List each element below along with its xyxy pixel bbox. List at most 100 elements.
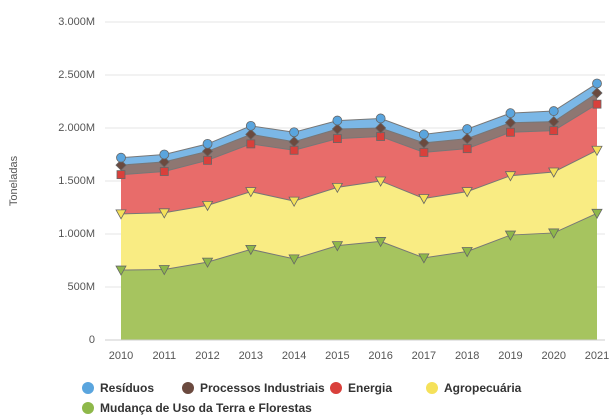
marker [158,265,170,276]
y-tick-label: 2.000M [58,122,95,134]
legend-marker [426,382,438,394]
marker [115,265,127,276]
marker [159,167,169,176]
marker [504,117,517,129]
marker [504,171,517,182]
marker [374,237,387,248]
marker [245,120,256,131]
marker [548,228,560,239]
x-tick-label: 2016 [368,350,392,362]
line [120,149,598,215]
y-axis-label: Toneladas [8,155,20,206]
marker [116,152,126,163]
marker [418,253,430,264]
marker [201,145,214,157]
marker [158,208,170,219]
marker [289,145,299,155]
marker [332,115,343,126]
marker [504,230,517,241]
marker [374,176,387,187]
legend-label: Energia [348,381,392,395]
marker [591,87,603,99]
line [120,103,598,176]
marker [246,139,256,149]
line [120,92,598,166]
area [121,213,597,340]
marker [332,134,342,144]
marker [331,182,344,194]
marker [245,187,257,198]
x-tick-label: 2017 [412,350,436,362]
line [120,83,598,159]
legend: Resíduos Processos Industriais Energia Agro… [82,381,522,415]
marker [159,149,170,160]
marker [203,155,212,165]
marker [289,127,299,138]
marker [419,147,429,157]
legend-label: Agropecuária [444,381,522,395]
marker [461,187,473,198]
y-tick-label: 1.000M [58,228,95,240]
marker [288,254,300,265]
x-tick-label: 2019 [498,350,522,362]
marker [548,116,560,128]
legend-marker [182,382,194,394]
marker [115,209,127,220]
marker [591,208,603,220]
x-tick-label: 2012 [195,350,219,362]
marker [288,136,300,148]
area [121,150,597,271]
marker [115,159,127,171]
marker [288,196,300,207]
marker [201,200,214,212]
marker [375,113,386,124]
legend-marker [82,402,94,414]
x-tick-label: 2015 [325,350,349,362]
legend-label: Resíduos [100,381,154,395]
y-tick-label: 1.500M [58,175,95,187]
marker [202,138,213,149]
line [120,212,598,271]
marker [549,126,559,136]
marker [158,156,170,168]
marker [505,108,516,119]
marker [548,167,560,178]
marker [591,145,603,157]
y-tick-label: 3.000M [58,16,95,28]
marker [116,170,126,180]
marker [376,132,386,141]
area [121,104,597,214]
y-tick-label: 2.500M [58,69,95,81]
x-tick-label: 2018 [455,350,479,362]
marker [418,137,430,149]
marker [331,123,343,135]
marker [331,241,344,252]
marker [418,194,430,205]
marker [375,122,387,134]
x-tick-label: 2020 [541,350,565,362]
marker [201,257,214,268]
marker [592,99,602,109]
x-tick-label: 2011 [152,350,176,362]
legend-marker [330,382,342,394]
x-tick-label: 2010 [109,350,133,362]
x-tick-label: 2013 [239,350,263,362]
y-tick-label: 500M [67,281,95,293]
marker [462,144,472,154]
marker [245,128,257,140]
legend-label: Mudança de Uso da Terra e Florestas [100,401,312,415]
marker [245,244,257,256]
x-tick-label: 2021 [585,350,609,362]
legend-label: Processos Industriais [200,381,325,395]
marker [419,129,429,140]
marker [506,127,515,137]
marker [592,78,602,89]
y-tick-label: 0 [89,334,95,346]
area [121,93,597,175]
marker [461,247,473,258]
x-tick-label: 2014 [282,350,306,362]
area [121,83,597,166]
marker [462,124,473,134]
marker [461,133,473,145]
